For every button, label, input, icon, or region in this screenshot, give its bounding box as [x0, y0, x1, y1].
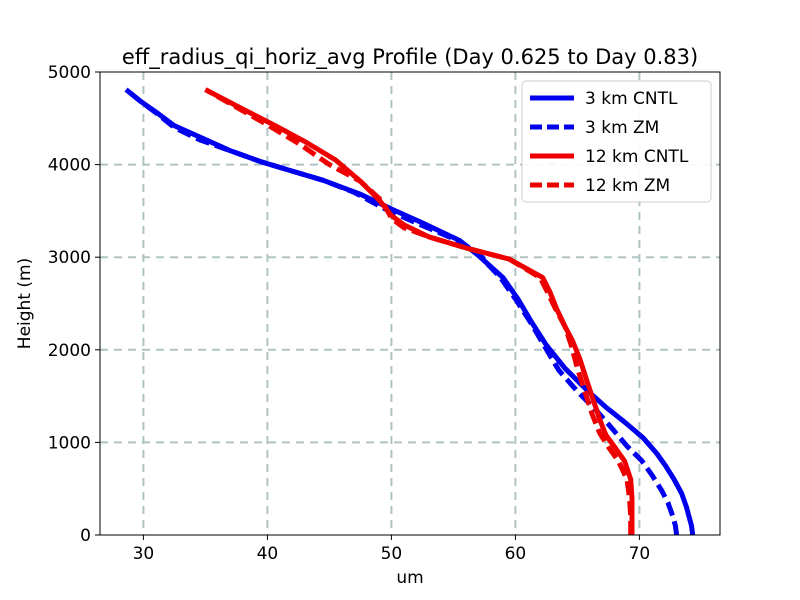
- y-tick-label: 5000: [48, 63, 91, 83]
- plot-frame: [99, 71, 721, 536]
- x-tick-label: 60: [505, 544, 527, 564]
- x-tick-label: 40: [257, 544, 279, 564]
- y-tick-label: 1000: [48, 433, 91, 453]
- series-layer: [124, 87, 696, 536]
- grid: [100, 72, 720, 535]
- chart-title: eff_radius_qi_horiz_avg Profile (Day 0.6…: [122, 45, 698, 70]
- legend-label: 3 km ZM: [585, 118, 659, 138]
- legend-label: 12 km ZM: [585, 176, 670, 196]
- y-tick-label: 2000: [48, 341, 91, 361]
- ticks: 30 40 50 60 70 0 1000 2000 3000 4000 5000: [48, 63, 650, 564]
- y-tick-label: 4000: [48, 156, 91, 176]
- series-line-2: [124, 87, 680, 536]
- y-tick-label: 0: [80, 526, 91, 546]
- legend-label: 12 km CNTL: [585, 147, 689, 167]
- y-tick-label: 3000: [48, 248, 91, 268]
- x-tick-label: 50: [381, 544, 403, 564]
- x-tick-label: 30: [133, 544, 155, 564]
- legend: 3 km CNTL 3 km ZM 12 km CNTL 12 km ZM: [521, 80, 712, 203]
- x-tick-label: 70: [629, 544, 651, 564]
- y-axis-label: Height (m): [15, 258, 35, 349]
- series-line-4: [204, 87, 634, 535]
- legend-label: 3 km CNTL: [585, 89, 678, 109]
- legend-box: [521, 80, 712, 203]
- x-axis-label: um: [396, 568, 423, 588]
